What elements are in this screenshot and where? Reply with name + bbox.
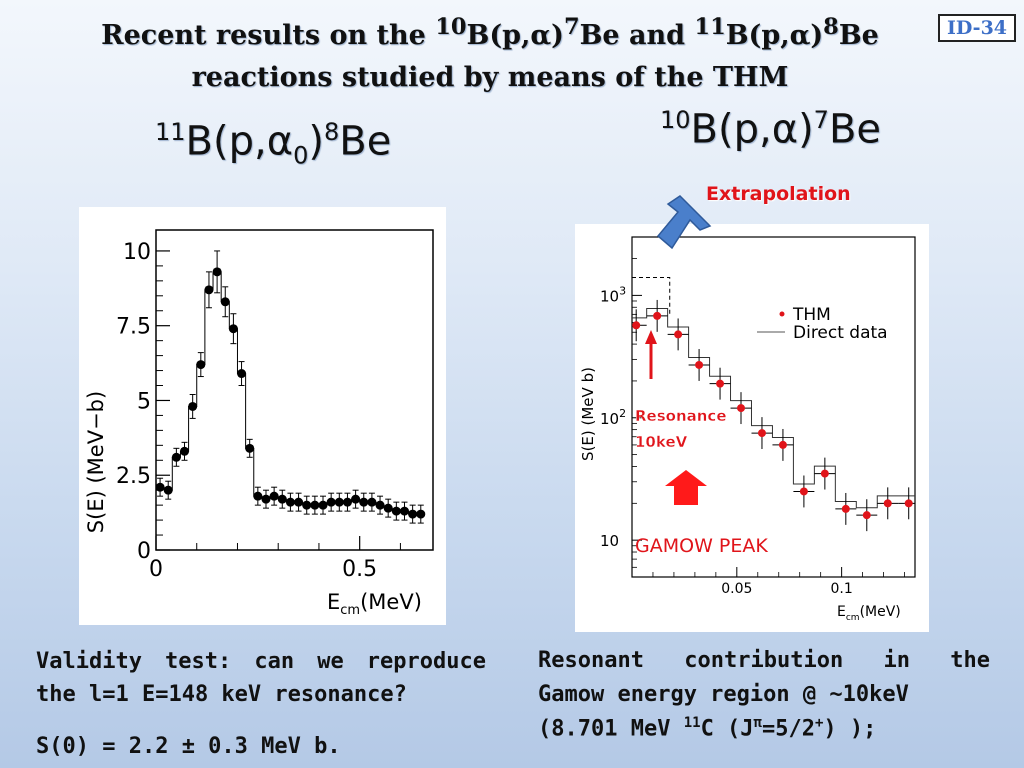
title-line-1: Recent results on the 10B(p,α)7Be and 11… [101,14,879,51]
right-x-tick-label: 0.1 [830,581,852,597]
left-data-point [245,443,255,453]
extrapolation-label: Extrapolation [706,183,851,205]
left-data-point [188,401,198,411]
left-data-point [261,494,271,504]
right-thm-point [716,379,725,388]
left-data-point [399,506,409,516]
right-caption-line3: (8.701 MeV 11C (Jπ=5/2+) ); [538,715,877,742]
right-chart: 10 102 103 0.05 0.1 S(E) (MeV b) Ecm(MeV) TH… [579,236,916,623]
left-y-tick-label: 10 [123,240,151,265]
left-data-point [310,500,320,510]
left-caption-line1: Validity test: can we reproduce [36,649,486,674]
right-extrapolation-step [632,277,671,316]
left-y-tick-label: 0 [137,539,151,564]
right-thm-point [883,499,892,508]
left-data-point [285,497,295,507]
gamow-peak-label: GAMOW PEAK [635,535,768,557]
resonance-arrow-head [645,330,657,344]
right-caption-line1: Resonant contribution in the [538,648,990,673]
right-thm-point [862,511,871,520]
left-data-point [318,500,328,510]
left-data-point [375,500,385,510]
right-thm-point [674,330,683,339]
right-thm-point [904,499,913,508]
left-data-point [342,497,352,507]
right-y-axis-label: S(E) (MeV b) [579,367,597,461]
left-data-point [220,297,230,307]
right-caption-line2: Gamow energy region @ ~10keV [538,682,909,707]
left-data-point [196,360,206,370]
left-x-tick-label: 0.5 [342,557,377,582]
left-plot-frame [155,229,434,551]
right-thm-point [757,429,766,438]
right-thm-point [737,404,746,413]
left-data-point [212,267,222,277]
right-direct-data-line [632,307,915,509]
right-x-tick-label: 0.05 [721,581,752,597]
left-data-point [277,494,287,504]
left-data-point [180,446,190,456]
left-data-point [351,494,361,504]
right-chart-panel: 10 102 103 0.05 0.1 S(E) (MeV b) Ecm(MeV) TH… [575,224,929,632]
left-data-point [253,491,263,501]
left-data-point [228,324,238,334]
left-data-point [326,497,336,507]
right-thm-point [632,321,641,330]
right-thm-point [820,469,829,478]
right-plot-frame [631,236,916,578]
right-thm-point [653,311,662,320]
right-y-tick-label: 103 [600,284,626,305]
left-data-point [383,503,393,513]
extrapolation-arrow-icon [656,195,712,250]
left-reaction-heading: 11B(p,α0)8Be [155,118,392,170]
left-chart-panel: 0 2.5 5 7.5 10 0 0.5 S(E) (MeV−b) Ecm(MeV) [79,207,446,625]
left-y-tick-label: 2.5 [116,464,151,489]
gamow-arrow-icon [665,470,707,505]
legend-thm-label: THM [792,305,831,325]
left-data-point [408,509,418,519]
id-badge: ID-34 [938,14,1016,42]
right-x-axis-label: Ecm(MeV) [837,604,901,623]
left-data-point [204,285,214,295]
left-data-point [391,506,401,516]
resonance-annotation-line2: 10keV [635,433,688,451]
left-data-point [302,500,312,510]
resonance-annotation-line1: Resonance [635,407,727,425]
left-data-point [171,452,181,462]
left-chart-marks [155,250,426,524]
left-data-point [294,497,304,507]
title-line-2: reactions studied by means of the THM [191,62,789,93]
left-data-point [269,491,279,501]
left-caption-line3: S(0) = 2.2 ± 0.3 MeV b. [36,734,341,759]
right-y-tick-label: 10 [600,532,619,550]
left-data-point [416,509,426,519]
right-thm-point [778,440,787,449]
left-y-axis-label: S(E) (MeV−b) [84,391,108,533]
left-y-tick-label: 5 [137,389,151,414]
legend-thm-marker [779,311,785,317]
legend-direct-label: Direct data [793,323,888,343]
left-data-point [359,497,369,507]
right-thm-point [695,360,704,369]
right-chart-axes: 10 102 103 0.05 0.1 [600,236,916,597]
right-y-tick-label: 102 [600,407,626,428]
left-caption-line2: the l=1 E=148 keV resonance? [36,682,407,707]
right-thm-point [799,487,808,496]
left-data-point [163,485,173,495]
left-data-point [155,482,165,492]
left-chart-axes: 0 2.5 5 7.5 10 0 0.5 [116,229,434,582]
left-x-axis-label: Ecm(MeV) [327,590,422,618]
left-histogram-outline [156,271,425,515]
left-data-point [237,369,247,379]
right-reaction-heading: 10B(p,α)7Be [660,106,882,153]
right-thm-point [841,504,850,513]
right-chart-marks [632,277,915,532]
left-x-tick-label: 0 [149,557,163,582]
left-chart: 0 2.5 5 7.5 10 0 0.5 S(E) (MeV−b) Ecm(MeV) [84,229,434,618]
left-y-tick-label: 7.5 [116,315,151,340]
left-data-point [334,497,344,507]
left-data-point [367,497,377,507]
slide-title: Recent results on the 10B(p,α)7Be and 11… [40,6,940,99]
